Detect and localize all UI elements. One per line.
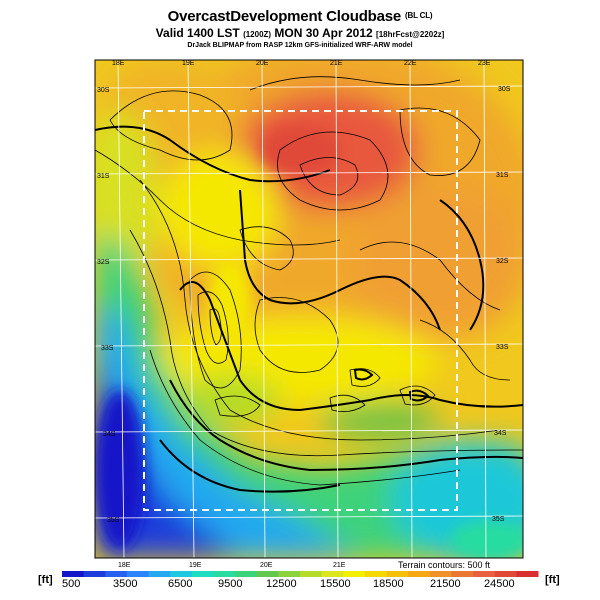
lat-tick-label: 34S [494, 430, 507, 437]
terrain-contour-note: Terrain contours: 500 ft [398, 560, 491, 570]
lon-tick-label: 21E [333, 562, 346, 569]
lat-tick-label: 33S [101, 345, 114, 352]
lon-tick-label: 21E [330, 60, 343, 67]
colorbar-label: 15500 [320, 578, 351, 590]
colorbar-swatch [148, 571, 171, 577]
colorbar-swatch [429, 571, 452, 577]
colorbar-label: 21500 [430, 578, 461, 590]
colorbar-label: 12500 [266, 578, 297, 590]
lon-tick-label: 23E [478, 60, 491, 67]
lat-tick-label: 32S [97, 259, 110, 266]
colorbar-swatch [83, 571, 106, 577]
colorbar-swatch [62, 571, 85, 577]
colorbar-label: 500 [62, 578, 81, 590]
lat-tick-label: 30S [97, 87, 110, 94]
colorbar-swatch [105, 571, 128, 577]
colorbar-swatch [321, 571, 344, 577]
colorbar-swatch [213, 571, 236, 577]
lon-ticks-top: 18E 19E 20E 21E 22E 23E [112, 60, 491, 67]
lat-tick-label: 35S [107, 517, 120, 524]
colorbar-swatch [494, 571, 517, 577]
valid-time: Valid 1400 LST (1200Z) MON 30 Apr 2012 [… [155, 26, 445, 40]
colorbar-unit-right: [ft] [545, 574, 560, 586]
lon-tick-label: 18E [112, 60, 125, 67]
forecast-field [95, 60, 523, 558]
colorbar-swatch [516, 571, 539, 577]
lon-ticks-bottom: 18E 19E 20E 21E [118, 562, 346, 569]
colorbar-swatch [473, 571, 496, 577]
colorbar-swatch [170, 571, 193, 577]
lon-tick-label: 18E [118, 562, 131, 569]
colorbar-label: 24500 [484, 578, 515, 590]
colorbar-swatch [256, 571, 279, 577]
inner-domain-box [143, 110, 458, 511]
lat-ticks-left: 30S 31S 32S 33S 34S 35S [97, 87, 120, 524]
colorbar-label: 6500 [168, 578, 193, 590]
colorbar-swatch [451, 571, 474, 577]
lon-tick-label: 20E [256, 60, 269, 67]
lat-tick-label: 34S [103, 431, 116, 438]
colorbar-label: 18500 [373, 578, 404, 590]
major-contours [95, 125, 523, 493]
colorbar-swatch [386, 571, 409, 577]
graticule [94, 59, 524, 559]
colorbar-swatch [126, 571, 150, 577]
map-border [94, 59, 524, 559]
colorbar-label: 9500 [218, 578, 243, 590]
colorbar-unit-left: [ft] [38, 574, 53, 586]
lat-tick-label: 33S [496, 344, 509, 351]
colorbar [62, 571, 539, 577]
lat-tick-label: 31S [97, 173, 110, 180]
colorbar-swatch [364, 571, 388, 577]
terrain-contours [95, 76, 523, 486]
lat-tick-label: 35S [492, 516, 505, 523]
lat-ticks-right: 30S 31S 32S 33S 34S 35S [492, 86, 511, 523]
colorbar-label: 3500 [113, 578, 138, 590]
colorbar-swatch [235, 571, 258, 577]
lon-tick-label: 20E [260, 562, 273, 569]
lon-tick-label: 22E [404, 60, 417, 67]
colorbar-swatch [408, 571, 431, 577]
colorbar-swatch [191, 571, 214, 577]
colorbar-swatch [278, 571, 301, 577]
lat-tick-label: 32S [496, 258, 509, 265]
colorbar-swatch [300, 571, 323, 577]
lat-tick-label: 30S [498, 86, 511, 93]
lon-tick-label: 19E [189, 562, 202, 569]
map-title: OvercastDevelopment Cloudbase (BL CL) [167, 8, 433, 25]
colorbar-swatch [343, 571, 366, 577]
lon-tick-label: 19E [182, 60, 195, 67]
model-credit: DrJack BLIPMAP from RASP 12km GFS-initia… [187, 42, 413, 49]
lat-tick-label: 31S [496, 172, 509, 179]
